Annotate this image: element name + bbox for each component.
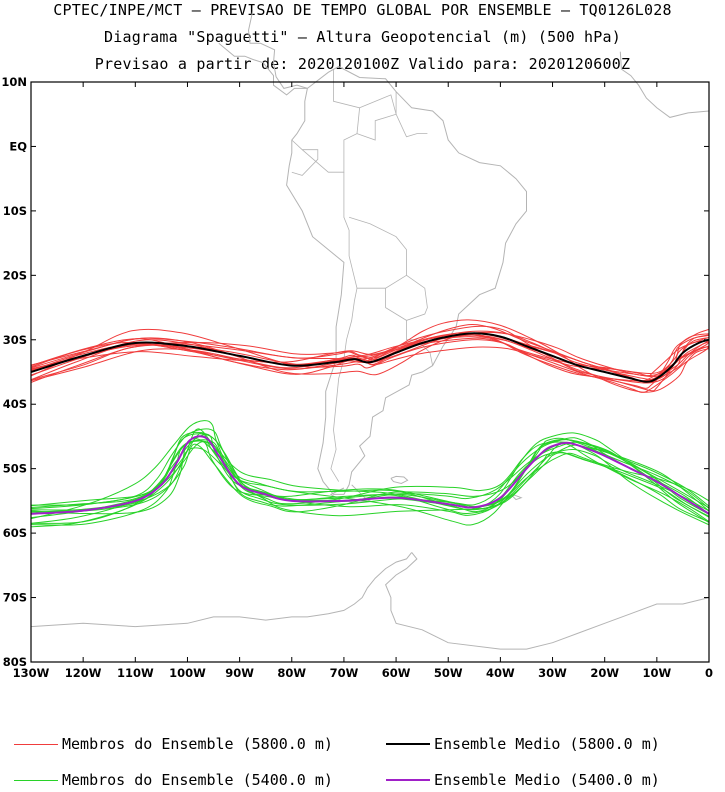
legend-members-5800: Membros do Ensemble (5800.0 m): [14, 735, 333, 753]
lat-label: 80S: [3, 655, 27, 669]
ensemble-member-line: [30, 432, 710, 524]
lon-label: 20W: [590, 666, 619, 680]
lon-label: 0: [705, 666, 713, 680]
ensemble-member-line: [30, 428, 710, 526]
ensemble-member-line: [30, 325, 710, 392]
legend-line-red: [14, 743, 58, 745]
ensemble-member-line: [30, 333, 710, 375]
border-path: [356, 94, 397, 141]
border-path: [406, 320, 433, 366]
lon-label: 40W: [486, 666, 515, 680]
coastline-path: [390, 475, 409, 485]
coastline-path: [385, 552, 710, 650]
coastline-path: [510, 493, 523, 501]
border-path: [343, 172, 407, 289]
ensemble-mean-5800-line: [30, 332, 710, 383]
ensemble-member-line: [30, 428, 710, 528]
ensemble-member-line: [30, 439, 710, 523]
coastline-path: [247, 10, 308, 89]
lat-label: 50S: [3, 462, 27, 476]
members-5800-contours: [30, 319, 710, 393]
lat-label: 20S: [3, 268, 27, 282]
lon-label: 110W: [117, 666, 154, 680]
border-path: [291, 69, 361, 173]
legend-line-purple: [386, 779, 430, 781]
ensemble-member-line: [30, 334, 710, 393]
lat-label: 10S: [3, 204, 27, 218]
lat-label: 10N: [1, 75, 27, 89]
legend-label-members-5800: Membros do Ensemble (5800.0 m): [62, 735, 333, 753]
header-line-1: CPTEC/INPE/MCT — PREVISAO DE TEMPO GLOBA…: [53, 1, 672, 19]
map-frame: [30, 81, 710, 663]
coastline-path: [619, 51, 710, 118]
ensemble-member-line: [30, 330, 710, 381]
lon-label: 130W: [13, 666, 50, 680]
header-line-2: Diagrama "Spaguetti" — Altura Geopotenci…: [104, 28, 621, 46]
lat-label: 40S: [3, 397, 27, 411]
lon-label: 90W: [225, 666, 254, 680]
lon-label: 50W: [434, 666, 463, 680]
lat-label: 30S: [3, 333, 27, 347]
border-path: [330, 288, 358, 482]
legend-label-mean-5400: Ensemble Medio (5400.0 m): [434, 771, 660, 789]
coastlines: [30, 10, 710, 650]
legend: Membros do Ensemble (5800.0 m) Ensemble …: [0, 730, 725, 792]
ensemble-member-line: [30, 441, 710, 514]
lon-label: 30W: [538, 666, 567, 680]
coastline-path: [286, 65, 527, 495]
border-path: [291, 149, 319, 176]
ensemble-member-line: [30, 420, 710, 520]
coastline-path: [30, 552, 413, 628]
lon-label: 80W: [277, 666, 306, 680]
lon-label: 70W: [330, 666, 359, 680]
border-path: [385, 274, 428, 321]
ensemble-member-line: [30, 323, 710, 382]
ensemble-member-line: [30, 333, 710, 384]
lon-label: 100W: [169, 666, 206, 680]
ensemble-member-line: [30, 431, 710, 517]
coastline-path: [218, 42, 308, 96]
legend-line-black: [386, 743, 430, 745]
legend-line-green: [14, 779, 58, 781]
lon-label: 120W: [65, 666, 102, 680]
ensemble-mean-contours: [30, 332, 710, 515]
border-path: [395, 91, 428, 138]
lon-label: 60W: [382, 666, 411, 680]
ensemble-mean-5400-line: [30, 435, 710, 515]
legend-mean-5400: Ensemble Medio (5400.0 m): [386, 771, 660, 789]
lat-label: EQ: [9, 139, 27, 153]
legend-label-members-5400: Membros do Ensemble (5400.0 m): [62, 771, 333, 789]
legend-mean-5800: Ensemble Medio (5800.0 m): [386, 735, 660, 753]
lat-label: 60S: [3, 526, 27, 540]
ensemble-member-line: [30, 319, 710, 393]
lat-label: 70S: [3, 591, 27, 605]
ensemble-member-line: [30, 437, 710, 515]
legend-label-mean-5800: Ensemble Medio (5800.0 m): [434, 735, 660, 753]
lon-label: 10W: [642, 666, 671, 680]
header-line-3: Previsao a partir de: 2020120100Z Valido…: [94, 55, 631, 73]
legend-members-5400: Membros do Ensemble (5400.0 m): [14, 771, 333, 789]
